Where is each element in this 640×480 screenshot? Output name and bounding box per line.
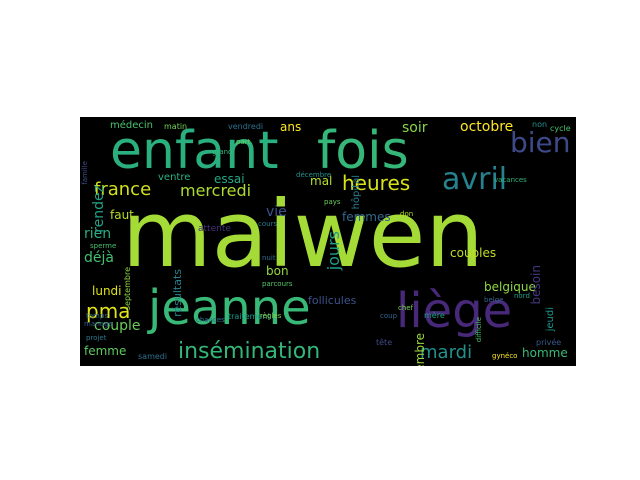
cloud-word: projet [86,334,107,342]
cloud-word: difficile [475,317,483,343]
cloud-word: femmes [342,210,391,224]
cloud-word: temps [86,312,108,320]
cloud-word: coup [380,312,398,320]
cloud-word: grand [212,148,233,156]
cloud-word: pma [86,299,131,323]
cloud-word: résultats [171,269,184,317]
cloud-word: hôpital [351,175,362,210]
cloud-word: besoin [529,265,543,305]
cloud-word: vendredi [228,122,264,131]
cloud-word: chef [398,304,414,312]
cloud-word: avril [442,162,508,197]
cloud-word: nuit [262,254,276,262]
cloud-word: ventre [158,172,191,183]
cloud-word: bien [510,126,571,159]
cloud-word: heures [342,171,411,195]
cloud-word: mère [424,311,445,320]
cloud-word: vie [266,204,287,220]
cloud-word: liège [396,283,513,339]
cloud-word: nord [514,292,530,300]
cloud-word: médecin [110,120,154,131]
cloud-word: famille [81,161,89,185]
cloud-word: fois [317,121,409,181]
cloud-word: belge [484,296,504,304]
cloud-word: septembre [123,267,132,311]
cloud-word: jours [324,231,343,271]
cloud-word: pays [324,198,341,206]
cloud-word: chances [196,316,225,324]
cloud-word: tête [376,338,393,347]
cloud-word: vacances [494,176,527,184]
word-cloud: maiwen enfant fois jeanne liège avril bien heur… [80,117,576,366]
cloud-word: rien [84,226,112,242]
cloud-word: maiwen [122,181,484,288]
cloud-word: matin [164,122,188,131]
cloud-word: privée [536,338,562,347]
cloud-word: follicules [308,294,357,307]
cloud-word: essai [214,172,245,186]
cloud-word: traitement [228,312,271,321]
cloud-word: mal [310,174,333,188]
cloud-word: règles [260,312,282,320]
cloud-word: lundi [92,284,122,298]
cloud-word: mercredi [180,181,252,200]
cloud-word: mardi [420,342,473,363]
cloud-word: attente [198,224,231,234]
cloud-word: faut [110,208,134,222]
cloud-word: jeanne [148,280,311,336]
cloud-word: gynéco [492,352,518,360]
cloud-word: homme [522,346,568,360]
cloud-word: cycle [550,124,571,133]
cloud-word: samedi [138,352,168,361]
cloud-word: ans [280,120,302,134]
cloud-word: enfant [110,121,279,181]
cloud-word: non [532,120,548,129]
cloud-word: belgique [484,280,536,294]
cloud-word: parcours [262,280,293,288]
cloud-word: cours [258,220,278,228]
cloud-word: déjà [84,250,114,266]
cloud-word: mariage [84,320,113,328]
cloud-word: novembre [413,333,427,366]
cloud-word: don [400,210,414,218]
cloud-word: couple [94,318,141,334]
cloud-word: décembre [296,171,332,179]
cloud-word: couples [450,246,497,260]
cloud-word: insémination [178,339,321,364]
cloud-word: sperme [90,242,117,250]
cloud-word: jeudi [545,307,556,332]
cloud-word: bon [266,264,289,278]
cloud-word: femme [84,344,127,358]
cloud-word: octobre [460,119,514,135]
cloud-word: rendez [91,185,107,233]
cloud-word: france [94,179,152,200]
cloud-word: soir [402,120,428,136]
cloud-word: part [236,138,251,146]
